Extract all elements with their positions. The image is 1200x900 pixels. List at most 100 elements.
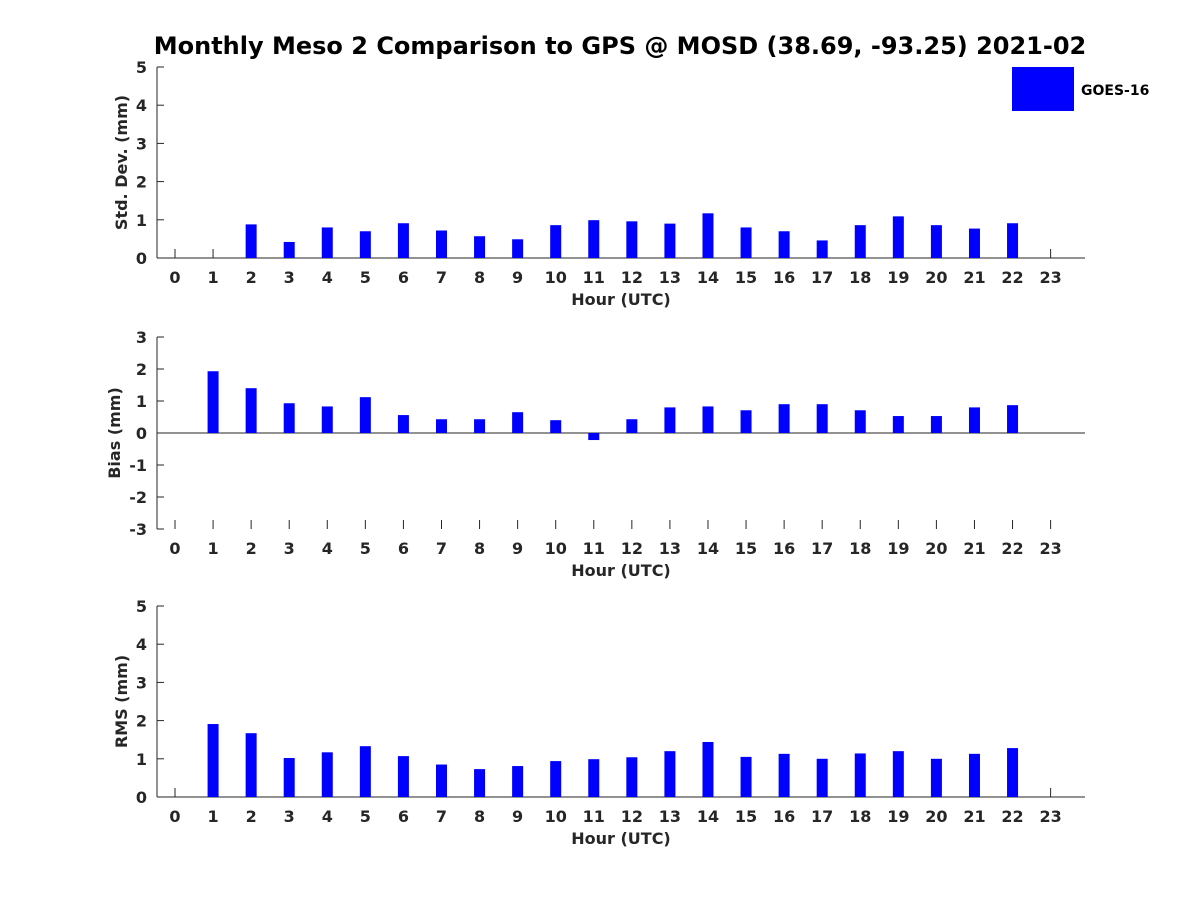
- std-dev-x-tick-label: 15: [735, 268, 757, 287]
- std-dev-x-tick-label: 13: [659, 268, 681, 287]
- rms-bar-hour-11: [588, 759, 600, 797]
- bias-x-tick-label: 7: [436, 539, 447, 558]
- bias-bar-hour-12: [626, 419, 638, 433]
- rms-x-tick-label: 11: [583, 807, 605, 826]
- std-dev-x-tick-label: 6: [398, 268, 409, 287]
- bias-bar-hour-22: [1007, 405, 1019, 433]
- rms-bar-hour-14: [702, 741, 714, 797]
- rms-bar-hour-18: [854, 753, 866, 797]
- bias-x-tick-label: 5: [360, 539, 371, 558]
- std-dev-bar-hour-22: [1007, 223, 1019, 258]
- std-dev-x-tick-label: 14: [697, 268, 719, 287]
- bias-x-tick-label: 11: [583, 539, 605, 558]
- legend: GOES-16: [1012, 67, 1149, 111]
- bias-x-tick-label: 9: [512, 539, 523, 558]
- bias-bar-hour-15: [740, 410, 752, 433]
- rms-x-axis-label: Hour (UTC): [571, 829, 671, 848]
- rms-x-tick-label: 10: [545, 807, 567, 826]
- bias-bar-hour-8: [474, 419, 486, 433]
- bias-x-tick-label: 22: [1001, 539, 1023, 558]
- std-dev-y-tick-label: 4: [136, 96, 147, 115]
- rms-bar-hour-15: [740, 756, 752, 797]
- std-dev-bar-hour-2: [245, 224, 257, 258]
- bias-bar-hour-11: [588, 433, 600, 441]
- std-dev-bar-hour-8: [474, 236, 486, 258]
- std-dev-bar-hour-5: [359, 231, 371, 258]
- bias-bar-hour-19: [892, 416, 904, 433]
- bias-x-tick-label: 19: [887, 539, 909, 558]
- std-dev-bar-hour-16: [778, 231, 790, 258]
- rms-x-tick-label: 8: [474, 807, 485, 826]
- bias-bar-hour-13: [664, 407, 676, 433]
- bias-x-tick-label: 18: [849, 539, 871, 558]
- std-dev-bar-hour-17: [816, 240, 828, 258]
- std-dev-bar-hour-15: [740, 227, 752, 258]
- std-dev-bar-hour-14: [702, 213, 714, 258]
- rms-x-tick-label: 14: [697, 807, 719, 826]
- std-dev-y-tick-label: 2: [136, 173, 147, 192]
- std-dev-x-tick-label: 9: [512, 268, 523, 287]
- chart-title: Monthly Meso 2 Comparison to GPS @ MOSD …: [154, 32, 1087, 60]
- legend-swatch: [1012, 67, 1074, 111]
- bias-x-tick-label: 10: [545, 539, 567, 558]
- bias-bar-hour-1: [207, 371, 219, 433]
- bias-bar-hour-9: [512, 412, 524, 433]
- rms-x-tick-label: 21: [963, 807, 985, 826]
- bias-y-tick-label: -3: [129, 520, 147, 539]
- bias-x-tick-label: 21: [963, 539, 985, 558]
- bias-x-tick-label: 20: [925, 539, 947, 558]
- rms-bar-hour-4: [321, 752, 333, 797]
- bias-bar-hour-20: [930, 416, 942, 433]
- bias-y-tick-label: 3: [136, 328, 147, 347]
- rms-y-tick-label: 2: [136, 712, 147, 731]
- std-dev-y-tick-label: 3: [136, 134, 147, 153]
- rms-bar-hour-2: [245, 733, 257, 797]
- std-dev-x-tick-label: 5: [360, 268, 371, 287]
- bias-y-tick-label: -2: [129, 488, 147, 507]
- bias-y-tick-label: -1: [129, 456, 147, 475]
- bias-x-tick-label: 23: [1039, 539, 1061, 558]
- rms-y-tick-label: 5: [136, 597, 147, 616]
- bias-y-tick-label: 0: [136, 424, 147, 443]
- bias-bar-hour-10: [550, 420, 562, 433]
- rms-bar-hour-12: [626, 757, 638, 797]
- std-dev-bar-hour-18: [854, 225, 866, 258]
- rms-x-tick-label: 4: [322, 807, 333, 826]
- std-dev-x-tick-label: 10: [545, 268, 567, 287]
- bias-bar-hour-3: [283, 403, 295, 433]
- std-dev-x-tick-label: 7: [436, 268, 447, 287]
- rms-x-tick-label: 7: [436, 807, 447, 826]
- std-dev-x-tick-label: 22: [1001, 268, 1023, 287]
- std-dev-x-tick-label: 19: [887, 268, 909, 287]
- bias-x-tick-label: 13: [659, 539, 681, 558]
- bias-bar-hour-18: [854, 410, 866, 433]
- bias-bar-hour-16: [778, 404, 790, 433]
- rms-x-tick-label: 22: [1001, 807, 1023, 826]
- rms-bar-hour-1: [207, 724, 219, 797]
- bias-bar-hour-6: [397, 415, 409, 433]
- bias-x-axis-label: Hour (UTC): [571, 561, 671, 580]
- bias-x-tick-label: 8: [474, 539, 485, 558]
- std-dev-bar-hour-10: [550, 225, 562, 258]
- std-dev-x-tick-label: 20: [925, 268, 947, 287]
- rms-bar-hour-19: [892, 751, 904, 797]
- bias-bar-hour-21: [968, 407, 980, 433]
- rms-y-tick-label: 3: [136, 673, 147, 692]
- bias-bar-hour-4: [321, 406, 333, 433]
- rms-bar-hour-3: [283, 758, 295, 797]
- std-dev-bar-hour-13: [664, 223, 676, 258]
- std-dev-x-tick-label: 1: [207, 268, 218, 287]
- rms-x-tick-label: 1: [207, 807, 218, 826]
- bias-x-tick-label: 6: [398, 539, 409, 558]
- rms-bar-hour-22: [1007, 748, 1019, 797]
- bias-bar-hour-2: [245, 388, 257, 433]
- std-dev-x-tick-label: 23: [1039, 268, 1061, 287]
- std-dev-y-tick-label: 5: [136, 58, 147, 77]
- rms-x-tick-label: 2: [246, 807, 257, 826]
- std-dev-x-tick-label: 18: [849, 268, 871, 287]
- rms-bar-hour-6: [397, 756, 409, 797]
- rms-x-tick-label: 13: [659, 807, 681, 826]
